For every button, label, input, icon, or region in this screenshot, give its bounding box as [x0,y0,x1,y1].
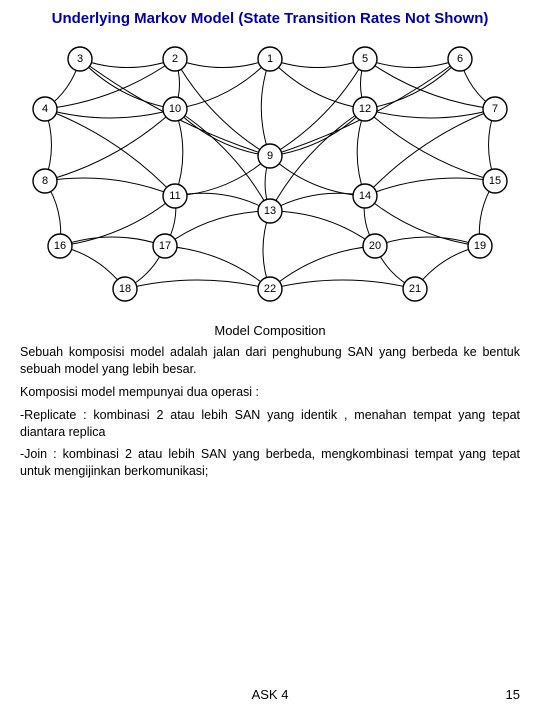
edge [270,280,415,289]
edge [365,109,495,181]
edge [270,59,365,156]
node [353,184,377,208]
edge [270,109,365,156]
edge [45,178,175,196]
node [403,277,427,301]
node [448,47,472,71]
paragraph-3: -Replicate : kombinasi 2 atau lebih SAN … [20,407,520,441]
footer-page-number: 15 [506,687,520,702]
paragraph-4: -Join : kombinasi 2 atau lebih SAN yang … [20,446,520,480]
node [33,169,57,193]
edge [45,109,175,196]
edge [270,193,365,211]
node [48,234,72,258]
edge [80,59,175,68]
diagram-svg [20,31,520,311]
edge [365,59,460,109]
node [353,97,377,121]
edge [270,246,375,289]
edge [175,59,270,156]
edge [165,246,270,289]
edge [375,237,480,246]
edge [270,211,375,246]
edge [365,178,495,196]
edge [60,237,165,246]
node [163,184,187,208]
node [163,47,187,71]
edge [365,59,460,68]
node [258,47,282,71]
node [483,169,507,193]
edge [175,109,183,196]
section-subheading: Model Composition [20,323,520,338]
node [33,97,57,121]
node [163,97,187,121]
diagram-title: Underlying Markov Model (State Transitio… [20,10,520,27]
node [68,47,92,71]
node [483,97,507,121]
edge [125,280,270,289]
edge [175,109,270,156]
edge [175,193,270,211]
edge [261,59,270,156]
edge [80,59,175,109]
edge [365,109,495,196]
node [153,234,177,258]
footer-center: ASK 4 [252,687,289,702]
edge [357,109,365,196]
node [258,277,282,301]
node [258,199,282,223]
edge [175,59,270,68]
edge [175,59,270,109]
edge [270,156,365,196]
edge [175,156,270,196]
page-footer: ASK 4 15 [20,687,520,702]
node [258,144,282,168]
paragraph-1: Sebuah komposisi model adalah jalan dari… [20,344,520,378]
edge [165,211,270,246]
node [113,277,137,301]
edge [45,109,175,181]
paragraph-2: Komposisi model mempunyai dua operasi : [20,384,520,401]
markov-diagram: 12345678910111213141516171819202122 [20,31,520,311]
edge [270,59,365,109]
node [468,234,492,258]
edge [270,59,365,68]
node [363,234,387,258]
node [353,47,377,71]
